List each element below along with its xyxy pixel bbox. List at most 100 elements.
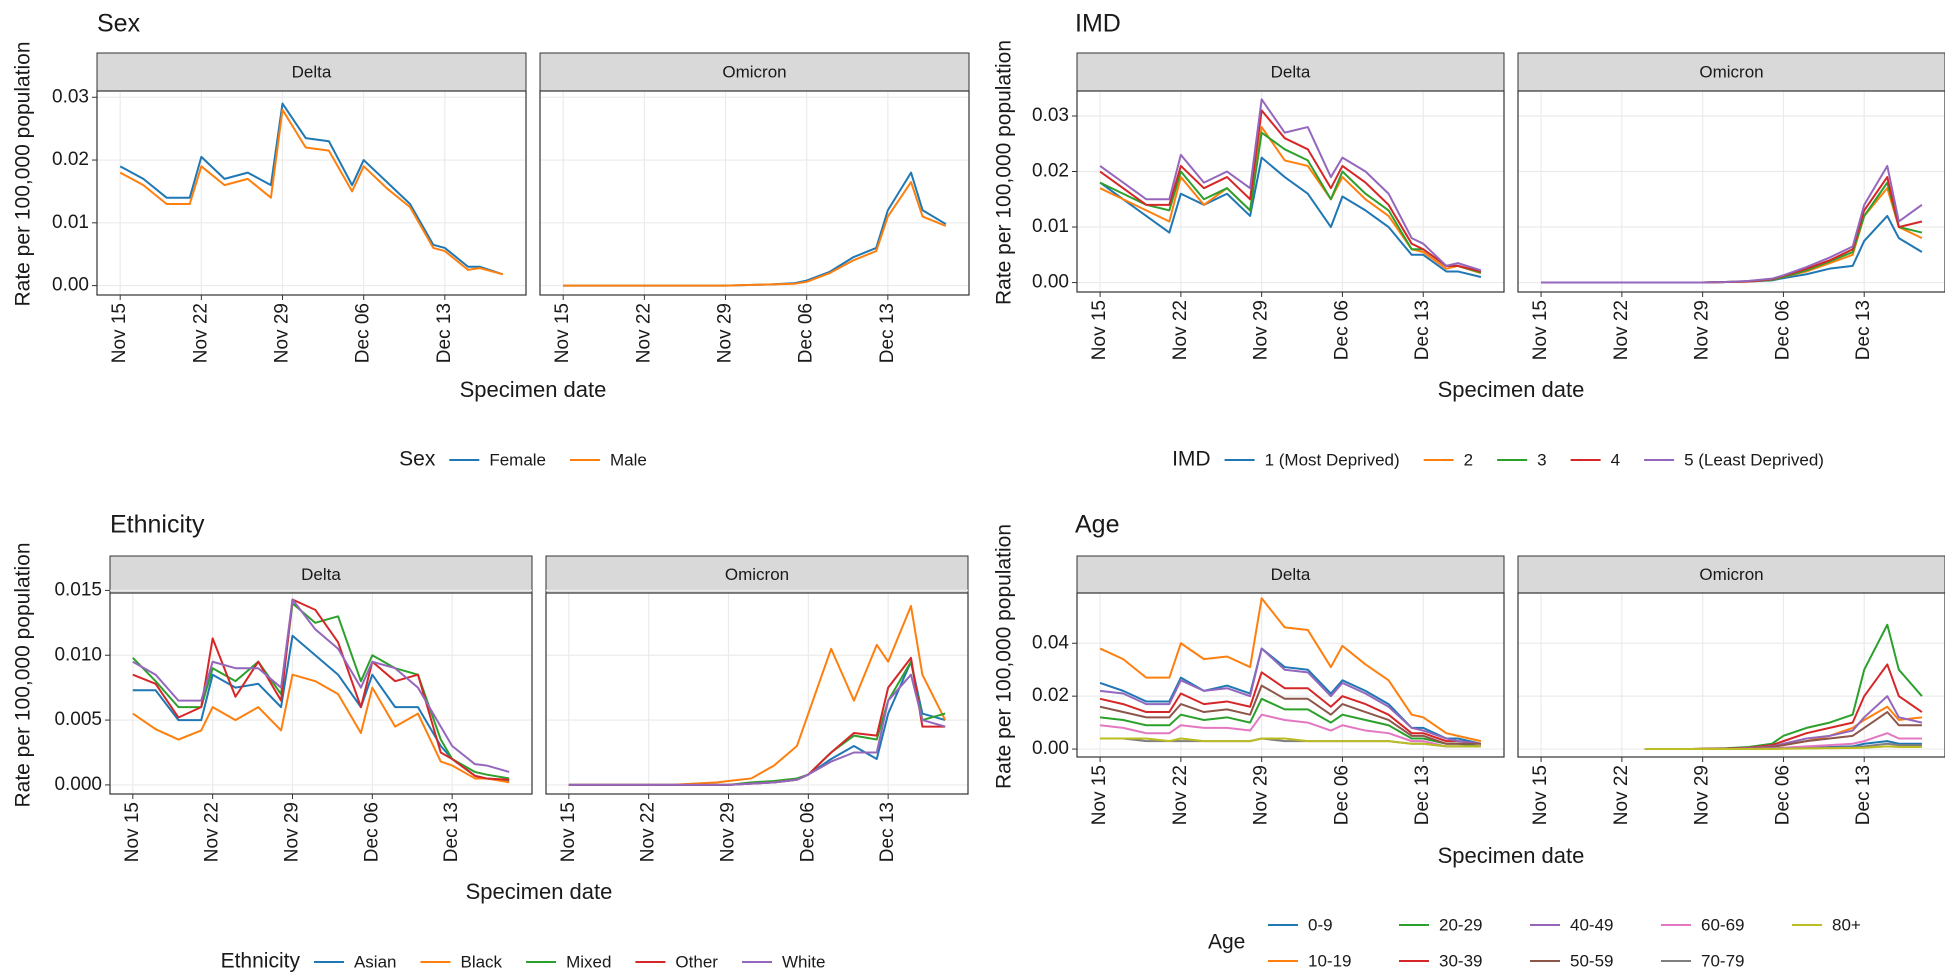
x-axis-label: Specimen date — [460, 377, 607, 402]
series-line — [568, 673, 946, 786]
plot-border — [539, 90, 970, 296]
series-line — [1099, 697, 1482, 748]
x-tick-label: Dec 13 — [1412, 765, 1433, 825]
plot-border — [1076, 592, 1505, 758]
panel: Ethnicity Rate per 100,000 population Spec… — [12, 511, 969, 973]
y-tick-label: 0.01 — [52, 212, 89, 233]
x-tick-label: Nov 15 — [552, 303, 573, 363]
legend: Age 0-9 10-19 20-29 30-39 40-49 50-59 60-69 70-7… — [1208, 915, 1861, 970]
x-tick-label: Nov 22 — [190, 303, 211, 363]
x-tick-label: Nov 22 — [202, 802, 223, 862]
plot-area — [1077, 593, 1504, 757]
legend-title: Age — [1208, 931, 1245, 954]
facet-strip — [96, 52, 527, 92]
y-axis-label: Rate per 100,000 population — [12, 542, 35, 807]
legend-label: 70-79 — [1701, 951, 1744, 970]
x-tick-label: Nov 15 — [1530, 765, 1551, 825]
series-line — [1099, 126, 1482, 275]
facet-strip — [1517, 555, 1945, 594]
series-line — [132, 673, 510, 784]
legend-label: Other — [675, 952, 718, 971]
series-line — [1541, 164, 1923, 284]
series-line — [1099, 647, 1482, 745]
facet-strip — [545, 555, 969, 594]
x-tick-label: Dec 13 — [877, 303, 898, 363]
legend-label: 30-39 — [1439, 951, 1482, 970]
y-tick-label: 0.02 — [1032, 161, 1069, 182]
panel-title: Ethnicity — [110, 511, 205, 539]
legend: Sex Female Male — [399, 448, 647, 471]
y-tick-label: 0.03 — [1032, 105, 1069, 126]
legend-label: 2 — [1464, 450, 1473, 469]
y-tick-label: 0.005 — [54, 709, 102, 730]
legend-label: Black — [460, 952, 502, 971]
y-tick-label: 0.00 — [1032, 738, 1069, 759]
legend-label: Asian — [354, 952, 397, 971]
x-tick-label: Dec 06 — [1772, 765, 1793, 825]
legend-title: Ethnicity — [221, 950, 301, 973]
panel: Sex Rate per 100,000 population Specimen d… — [12, 10, 970, 471]
legend-label: 20-29 — [1439, 915, 1482, 934]
facet-label: Delta — [1271, 565, 1311, 584]
y-tick-label: 0.00 — [52, 275, 89, 296]
y-axis-label: Rate per 100,000 population — [993, 524, 1016, 789]
x-tick-label: Nov 15 — [1089, 300, 1110, 360]
legend-title: Sex — [399, 448, 436, 471]
y-tick-label: 0.000 — [54, 774, 102, 795]
series-line — [1644, 745, 1922, 751]
panel-title: IMD — [1075, 10, 1121, 38]
plot-border — [109, 592, 533, 795]
series-line — [1099, 684, 1481, 745]
x-tick-label: Nov 29 — [1692, 765, 1713, 825]
x-tick-label: Dec 06 — [361, 802, 382, 862]
series-line — [1099, 156, 1482, 278]
x-axis-label: Specimen date — [1438, 377, 1585, 402]
legend-label: 80+ — [1832, 915, 1861, 934]
x-tick-label: Nov 15 — [558, 802, 579, 862]
series-line — [119, 102, 504, 276]
legend-label: 50-59 — [1570, 951, 1613, 970]
x-tick-label: Nov 15 — [122, 802, 143, 862]
x-tick-label: Nov 15 — [1530, 300, 1551, 360]
x-tick-label: Dec 13 — [877, 802, 898, 862]
series-line — [119, 108, 504, 276]
legend-label: 4 — [1611, 450, 1620, 469]
x-tick-label: Dec 06 — [1331, 765, 1352, 825]
series-line — [1099, 647, 1482, 745]
panel: IMD Rate per 100,000 population Specimen d… — [993, 10, 1945, 471]
series-line — [563, 181, 947, 287]
x-tick-label: Dec 13 — [441, 802, 462, 862]
x-tick-label: Nov 22 — [1170, 300, 1191, 360]
x-tick-label: Dec 13 — [1412, 300, 1433, 360]
y-tick-label: 0.04 — [1032, 632, 1069, 653]
legend-label: Female — [489, 450, 546, 469]
facet-label: Omicron — [722, 62, 786, 81]
x-tick-label: Nov 29 — [282, 802, 303, 862]
x-tick-label: Nov 22 — [1611, 300, 1632, 360]
x-tick-label: Nov 29 — [718, 802, 739, 862]
x-tick-label: Nov 15 — [1089, 765, 1110, 825]
legend-label: White — [782, 952, 825, 971]
legend: IMD 1 (Most Deprived) 2 3 4 5 (Least Deprived… — [1172, 448, 1824, 471]
x-axis-label: Specimen date — [1438, 843, 1585, 868]
series-line — [132, 598, 510, 773]
plot-border — [1517, 592, 1945, 758]
series-line — [1099, 109, 1482, 273]
x-tick-label: Nov 22 — [638, 802, 659, 862]
y-tick-label: 0.02 — [52, 149, 89, 170]
plot-border — [96, 90, 527, 296]
y-axis-label: Rate per 100,000 population — [993, 40, 1016, 305]
x-tick-label: Dec 06 — [1331, 300, 1352, 360]
legend-label: 1 (Most Deprived) — [1265, 450, 1400, 469]
panel-title: Sex — [97, 10, 141, 38]
y-tick-label: 0.00 — [1032, 272, 1069, 293]
facet-label: Delta — [1271, 62, 1311, 81]
plot-area — [1518, 593, 1945, 757]
x-tick-label: Dec 06 — [797, 802, 818, 862]
legend-title: IMD — [1172, 448, 1211, 471]
x-tick-label: Nov 15 — [109, 303, 130, 363]
legend-label: 0-9 — [1308, 915, 1333, 934]
x-tick-label: Dec 06 — [353, 303, 374, 363]
plot-area — [110, 593, 532, 794]
